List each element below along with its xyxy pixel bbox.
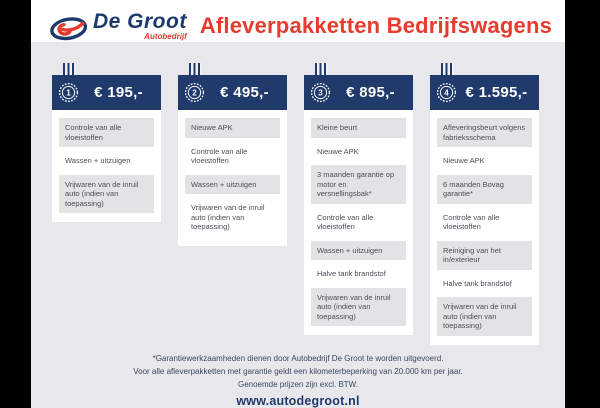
- package-item: Nieuwe APK: [437, 151, 532, 171]
- package-price: € 195,-: [94, 84, 143, 101]
- package-items: Controle van alle vloeistoffen Wassen + u…: [52, 110, 161, 213]
- medal-icon: 3: [310, 82, 331, 103]
- logo-text: De Groot Autobedrijf: [93, 9, 187, 41]
- header: De Groot Autobedrijf Afleverpakketten Be…: [31, 0, 565, 42]
- package-item: Reiniging van het in/exterieur: [437, 240, 532, 270]
- package-price: € 1.595,-: [465, 84, 528, 101]
- package-items: Kleine beurt Nieuwe APK 3 maanden garantie…: [304, 110, 413, 326]
- logo-swoosh-icon: [50, 17, 88, 41]
- package-item: Wassen + uitzuigen: [59, 151, 154, 171]
- page-title: Afleverpakketten Bedrijfswagens: [199, 13, 553, 38]
- package-items: Nieuwe APK Controle van alle vloeistoffen…: [178, 110, 287, 237]
- medal-ribbon-icon: [441, 63, 454, 75]
- package-item: Controle van alle vloeistoffen: [59, 118, 154, 147]
- medal-ribbon-icon: [63, 63, 76, 75]
- svg-text:1: 1: [66, 88, 71, 97]
- package-item: Wassen + uitzuigen: [185, 174, 280, 194]
- website-link[interactable]: www.autodegroot.nl: [236, 393, 360, 408]
- package-item: Controle van alle vloeistoffen: [311, 207, 406, 237]
- medal-ribbon-icon: [315, 63, 328, 75]
- package-header: 1 € 195,-: [52, 75, 161, 110]
- package-item: 3 maanden garantie op motor en versnelli…: [311, 165, 406, 204]
- package-items: Afleveringsbeurt volgens fabrieksschema N…: [430, 110, 539, 336]
- package-item: Halve tank brandstof: [437, 273, 532, 293]
- medal-ribbon-icon: [189, 63, 202, 75]
- right-black-bar: [565, 0, 600, 400]
- svg-text:2: 2: [192, 88, 197, 97]
- packages-row: 1 € 195,- Controle van alle vloeistoffen Wa…: [31, 63, 565, 345]
- svg-text:4: 4: [444, 88, 449, 97]
- package-item: Kleine beurt: [311, 118, 406, 138]
- package-item: Controle van alle vloeistoffen: [437, 207, 532, 237]
- logo-name: De Groot: [93, 9, 187, 33]
- package-card-1: 1 € 195,- Controle van alle vloeistoffen Wa…: [52, 63, 161, 222]
- package-card-2: 2 € 495,- Nieuwe APK Controle van alle vloe…: [178, 63, 287, 246]
- medal-icon: 1: [58, 82, 79, 103]
- flyer-content: De Groot Autobedrijf Afleverpakketten Be…: [31, 0, 565, 408]
- package-header: 4 € 1.595,-: [430, 75, 539, 110]
- footer-note-1: *Garantiewerkzaamheden dienen door Autob…: [152, 353, 444, 363]
- svg-text:3: 3: [318, 88, 323, 97]
- medal-icon: 2: [184, 82, 205, 103]
- package-item: Vrijwaren van de inruil auto (indien van…: [185, 198, 280, 237]
- footer-note-2: Voor alle afleverpakketten met garantie …: [133, 366, 463, 376]
- package-header: 2 € 495,-: [178, 75, 287, 110]
- company-logo: De Groot Autobedrijf: [49, 10, 187, 42]
- package-card-4: 4 € 1.595,- Afleveringsbeurt volgens fabri…: [430, 63, 539, 345]
- package-item: Vrijwaren van de inruil auto (indien van…: [59, 174, 154, 213]
- package-item: Vrijwaren van de inruil auto (indien van…: [311, 287, 406, 326]
- medal-icon: 4: [436, 82, 457, 103]
- packages-section: 1 € 195,- Controle van alle vloeistoffen Wa…: [31, 42, 565, 408]
- package-item: Nieuwe APK: [311, 141, 406, 161]
- package-item: Wassen + uitzuigen: [311, 240, 406, 260]
- footer-note-3: Genoemde prijzen zijn excl. BTW.: [237, 379, 359, 389]
- package-item: Vrijwaren van de inruil auto (indien van…: [437, 297, 532, 336]
- package-item: Afleveringsbeurt volgens fabrieksschema: [437, 118, 532, 147]
- package-header: 3 € 895,-: [304, 75, 413, 110]
- left-black-bar: [0, 0, 31, 400]
- package-card-3: 3 € 895,- Kleine beurt Nieuwe APK 3 maanden …: [304, 63, 413, 335]
- footer-notes: *Garantiewerkzaamheden dienen door Autob…: [31, 352, 565, 391]
- package-item: Halve tank brandstof: [311, 264, 406, 284]
- logo-subtitle: Autobedrijf: [144, 31, 187, 41]
- package-item: 6 maanden Bovag garantie*: [437, 174, 532, 204]
- package-price: € 495,-: [220, 84, 269, 101]
- package-price: € 895,-: [346, 84, 395, 101]
- package-item: Controle van alle vloeistoffen: [185, 141, 280, 171]
- package-item: Nieuwe APK: [185, 118, 280, 138]
